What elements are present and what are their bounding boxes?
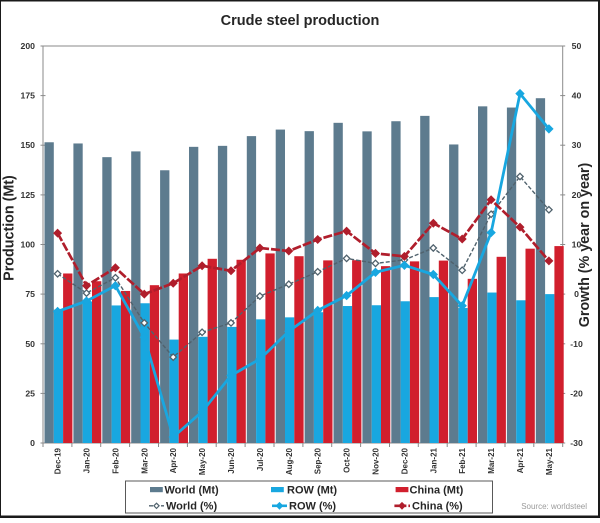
- svg-text:75: 75: [25, 289, 35, 299]
- svg-text:World (%): World (%): [166, 501, 217, 513]
- svg-text:Jan-20: Jan-20: [83, 447, 92, 473]
- svg-text:125: 125: [21, 190, 36, 200]
- svg-text:Jan-21: Jan-21: [429, 447, 438, 473]
- svg-text:Crude steel production: Crude steel production: [221, 13, 380, 29]
- svg-text:Mar-21: Mar-21: [487, 447, 496, 473]
- svg-text:China (Mt): China (Mt): [410, 484, 464, 496]
- svg-text:Feb-21: Feb-21: [458, 447, 467, 473]
- svg-text:May-20: May-20: [198, 447, 207, 475]
- svg-text:Oct-20: Oct-20: [343, 447, 352, 472]
- svg-text:Dec-19: Dec-19: [54, 447, 63, 474]
- svg-text:0: 0: [574, 289, 579, 299]
- svg-text:Production (Mt): Production (Mt): [2, 175, 18, 281]
- svg-text:-30: -30: [570, 438, 583, 448]
- svg-text:10: 10: [572, 240, 582, 250]
- svg-text:100: 100: [21, 240, 36, 250]
- svg-text:ROW (Mt): ROW (Mt): [287, 484, 337, 496]
- svg-text:Mar-20: Mar-20: [140, 447, 149, 473]
- svg-text:ROW (%): ROW (%): [289, 501, 336, 513]
- svg-text:Jul-20: Jul-20: [256, 447, 265, 471]
- svg-text:25: 25: [25, 388, 35, 398]
- svg-text:175: 175: [21, 91, 36, 101]
- svg-text:Growth (% year on year): Growth (% year on year): [577, 163, 593, 328]
- svg-text:0: 0: [30, 438, 35, 448]
- svg-text:50: 50: [572, 41, 582, 51]
- svg-text:Aug-20: Aug-20: [285, 447, 294, 475]
- svg-text:Nov-20: Nov-20: [372, 447, 381, 474]
- svg-text:Apr-21: Apr-21: [516, 447, 525, 473]
- svg-text:Jun-20: Jun-20: [227, 447, 236, 473]
- svg-text:May-21: May-21: [545, 447, 554, 475]
- svg-text:200: 200: [21, 41, 36, 51]
- svg-text:Apr-20: Apr-20: [169, 447, 178, 473]
- svg-text:World (Mt): World (Mt): [165, 484, 220, 496]
- svg-text:-10: -10: [570, 339, 583, 349]
- svg-text:Sep-20: Sep-20: [314, 447, 323, 474]
- svg-text:Feb-20: Feb-20: [111, 447, 120, 473]
- svg-text:China (%): China (%): [412, 501, 463, 513]
- svg-text:50: 50: [25, 339, 35, 349]
- svg-text:-20: -20: [570, 388, 583, 398]
- svg-text:30: 30: [572, 140, 582, 150]
- svg-text:Source: worldsteel: Source: worldsteel: [521, 502, 587, 511]
- svg-text:150: 150: [21, 140, 36, 150]
- svg-text:20: 20: [572, 190, 582, 200]
- svg-text:40: 40: [572, 91, 582, 101]
- svg-text:Dec-20: Dec-20: [400, 447, 409, 474]
